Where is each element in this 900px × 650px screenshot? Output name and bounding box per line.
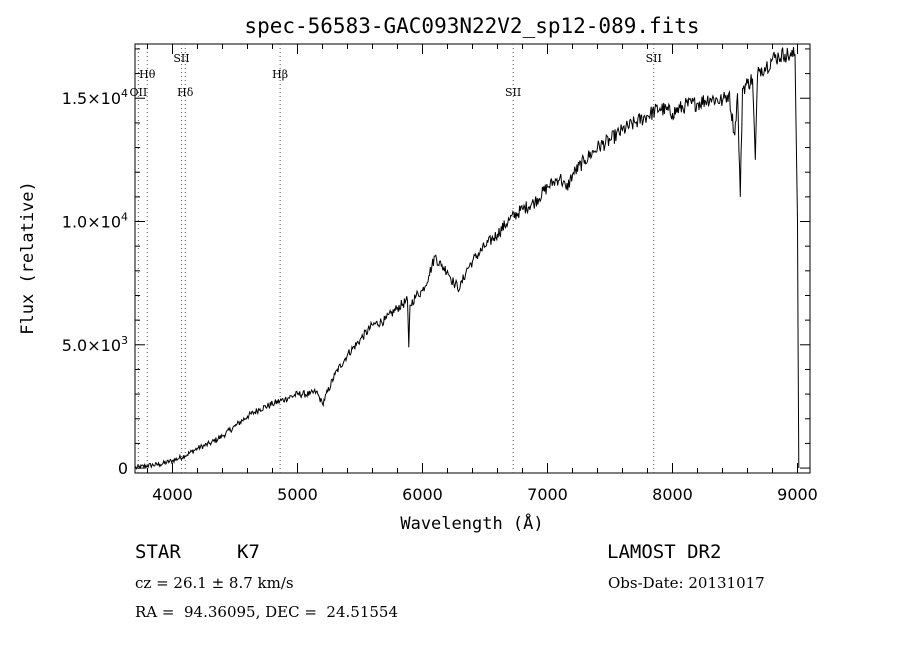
redshift-cz: cz = 26.1 ± 8.7 km/s (135, 574, 294, 592)
observation-date: Obs-Date: 20131017 (608, 574, 765, 592)
x-tick-label: 9000 (777, 485, 818, 504)
spectrum-line (134, 46, 800, 470)
plot-frame (134, 43, 811, 474)
x-axis-label: Wavelength (Å) (400, 512, 543, 534)
y-tick-label: 5.0×103 (62, 334, 128, 355)
spectral-line-label: Hδ (177, 86, 194, 99)
y-axis-label: Flux (relative) (18, 181, 38, 335)
spectral-line-label: SII (173, 52, 189, 65)
y-tick-label: 0 (118, 459, 128, 478)
y-tick-label: 1.0×104 (62, 211, 128, 232)
x-tick-label: 4000 (152, 485, 193, 504)
y-axis-ticks: 0 5.0×103 1.0×104 1.5×104 (62, 48, 810, 478)
object-class: STAR (135, 541, 181, 563)
y-tick-label: 1.5×104 (62, 87, 128, 108)
x-tick-label: 7000 (527, 485, 568, 504)
survey-name: LAMOST DR2 (607, 541, 722, 563)
x-tick-label: 5000 (277, 485, 318, 504)
x-tick-label: 6000 (402, 485, 443, 504)
ra-dec-coordinates: RA = 94.36095, DEC = 24.51554 (135, 603, 399, 621)
spectral-line-label: Hθ (139, 68, 156, 81)
spectral-line-markers: Hθ OII SII Hδ Hβ SII SII (130, 44, 662, 473)
x-axis-ticks: 4000 5000 6000 7000 8000 9000 (147, 44, 818, 504)
chart-title: spec-56583-GAC093N22V2_sp12-089.fits (244, 14, 699, 38)
spectral-line-label: Hβ (272, 68, 288, 81)
spectral-line-label: SII (505, 86, 521, 99)
spectral-line-label: SII (646, 52, 662, 65)
spectral-line-label: OII (130, 86, 148, 99)
x-tick-label: 8000 (652, 485, 693, 504)
object-subclass: K7 (237, 541, 260, 563)
